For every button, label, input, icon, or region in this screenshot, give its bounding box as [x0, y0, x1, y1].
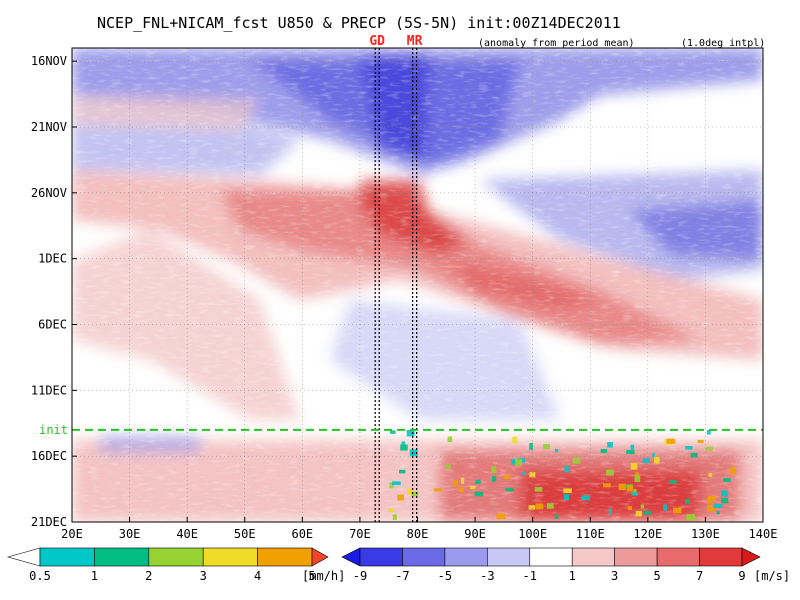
x-tick-label: 120E: [633, 527, 662, 541]
colorbar-swatch: [529, 547, 573, 567]
x-tick-label: 70E: [349, 527, 371, 541]
wind-colorbar: -9 -7 -5 -3 -1 1 3 5 7 9 [m/s]: [341, 547, 790, 583]
x-tick-label: 100E: [518, 527, 547, 541]
x-tick-label: 80E: [407, 527, 429, 541]
site-marker-label: MR: [407, 34, 423, 49]
colorbar-level-label: -5: [438, 569, 452, 583]
x-tick-label: 30E: [119, 527, 141, 541]
y-tick-label: 11DEC: [31, 383, 67, 397]
colorbar-unit-label: [mm/h]: [302, 569, 345, 583]
x-tick-label: 130E: [691, 527, 720, 541]
x-tick-label: 110E: [576, 527, 605, 541]
chart-title: NCEP_FNL+NICAM_fcst U850 & PRECP (5S-5N)…: [97, 14, 621, 32]
y-tick-label: 16DEC: [31, 449, 67, 463]
chart-subtitle: (anomaly from period mean): [478, 38, 635, 49]
colorbar-swatch: [94, 547, 150, 567]
colorbar-level-label: 0.5: [29, 569, 51, 583]
colorbar-swatch: [656, 547, 700, 567]
colorbar-swatch: [444, 547, 488, 567]
colorbar-unit-label: [m/s]: [754, 569, 790, 583]
site-markers: GD MR: [369, 34, 423, 522]
colorbar-swatch: [257, 547, 313, 567]
site-marker-label: GD: [369, 34, 385, 49]
colorbar-level-label: 4: [254, 569, 261, 583]
y-tick-label: 6DEC: [38, 318, 67, 332]
init-line: init: [39, 423, 763, 437]
init-label: init: [39, 423, 68, 437]
wind-anomaly-field: [72, 48, 763, 522]
x-tick-label: 90E: [464, 527, 486, 541]
colorbar-level-label: -1: [523, 569, 537, 583]
colorbar-swatch: [148, 547, 204, 567]
colorbar-swatch: [487, 547, 531, 567]
x-tick-label: 20E: [61, 527, 83, 541]
colorbar-level-label: 9: [738, 569, 745, 583]
colorbar-level-label: 1: [91, 569, 98, 583]
colorbar-swatch: [614, 547, 658, 567]
x-axis: 20E 30E 40E 50E 60E 70E 80E 90E 100E 110E 120E 130E…: [61, 517, 777, 541]
colorbar-min-triangle: [6, 547, 41, 567]
colorbar-level-label: 3: [200, 569, 207, 583]
colorbar-swatch: [39, 547, 95, 567]
colorbar-swatch: [699, 547, 743, 567]
colorbar-level-label: -7: [395, 569, 409, 583]
chart-note: (1.0deg intpl): [681, 38, 765, 49]
y-axis: 16NOV 21NOV 26NOV 1DEC 6DEC 11DEC 16DEC 21DEC: [31, 54, 77, 529]
y-tick-label: 21NOV: [31, 120, 67, 134]
colorbar-level-label: 1: [569, 569, 576, 583]
y-tick-label: 1DEC: [38, 252, 67, 266]
colorbar-swatch: [202, 547, 258, 567]
colorbar-swatch: [359, 547, 403, 567]
colorbar-level-label: -3: [480, 569, 494, 583]
colorbar-max-triangle: [311, 547, 329, 567]
colorbar-min-triangle: [341, 547, 361, 567]
x-tick-label: 40E: [176, 527, 198, 541]
colorbar-max-triangle: [741, 547, 761, 567]
colorbar-level-label: -9: [353, 569, 367, 583]
x-tick-label: 60E: [291, 527, 313, 541]
colorbar-level-label: 2: [145, 569, 152, 583]
x-tick-label: 50E: [234, 527, 256, 541]
colorbar-level-label: 5: [308, 569, 315, 583]
y-tick-label: 16NOV: [31, 54, 67, 68]
grid: [72, 48, 763, 523]
y-tick-label: 21DEC: [31, 515, 67, 529]
colorbar-level-label: 5: [653, 569, 660, 583]
colorbar-swatch: [402, 547, 446, 567]
colorbar-level-label: 3: [611, 569, 618, 583]
y-tick-label: 26NOV: [31, 186, 67, 200]
colorbar-swatch: [571, 547, 615, 567]
precip-field: [388, 429, 736, 521]
precip-colorbar: 0.5 1 2 3 4 5[mm/h]: [6, 547, 345, 583]
colorbar-level-label: 7: [696, 569, 703, 583]
x-tick-label: 140E: [749, 527, 778, 541]
